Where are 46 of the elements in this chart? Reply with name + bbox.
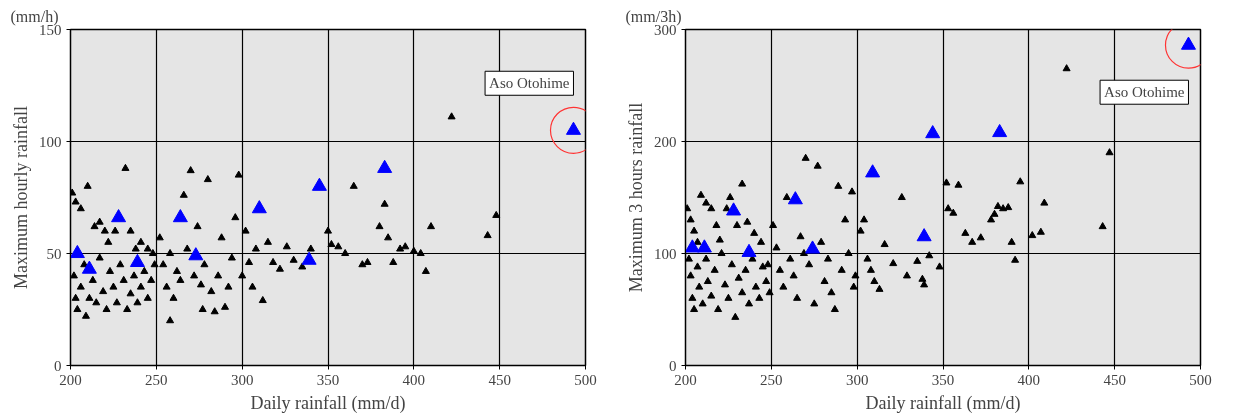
y-tick-label: 50 [46,245,62,262]
x-tick-label: 500 [574,371,597,388]
point [129,253,145,267]
point [685,239,700,253]
point [741,243,757,257]
point [696,239,712,253]
point [111,209,127,223]
x-tick-label: 250 [145,371,168,388]
x-tick-label: 200 [674,371,697,388]
x-axis-title: Daily rainfall (mm/d) [865,392,1021,414]
x-tick-label: 300 [845,371,869,388]
point [787,191,803,205]
point [377,159,393,173]
y-axis-title: Maximum hourly rainfall [11,106,31,289]
point [865,164,881,178]
y-axis-title: Maximum 3 hours rainfall [626,102,646,293]
point [301,251,317,265]
point [726,202,742,216]
x-tick-label: 300 [230,371,254,388]
y-tick-label: 0 [54,357,62,374]
point [188,247,204,261]
point [992,123,1008,138]
point [311,177,327,191]
x-tick-label: 250 [760,371,783,388]
x-tick-label: 350 [316,371,340,388]
y-tick-label: 100 [39,133,62,150]
point [925,125,941,139]
y-tick-label: 100 [654,245,677,262]
point [70,244,85,259]
x-axis-title: Daily rainfall (mm/d) [250,392,406,414]
x-tick-label: 200 [59,371,82,388]
point [81,260,97,274]
x-tick-label: 350 [931,371,955,388]
x-tick-label: 450 [488,371,511,388]
x-tick-label: 400 [402,371,426,388]
annotation: Aso Otohime [1104,84,1185,101]
x-tick-label: 400 [1017,371,1041,388]
point [916,228,932,242]
y-tick-label: 200 [654,133,677,150]
x-tick-label: 450 [1103,371,1126,388]
annotation: Aso Otohime [489,75,570,92]
x-tick-label: 500 [1189,371,1212,388]
point [805,240,821,254]
point [172,209,188,223]
point [251,200,267,214]
y-tick-label: 0 [669,357,677,374]
